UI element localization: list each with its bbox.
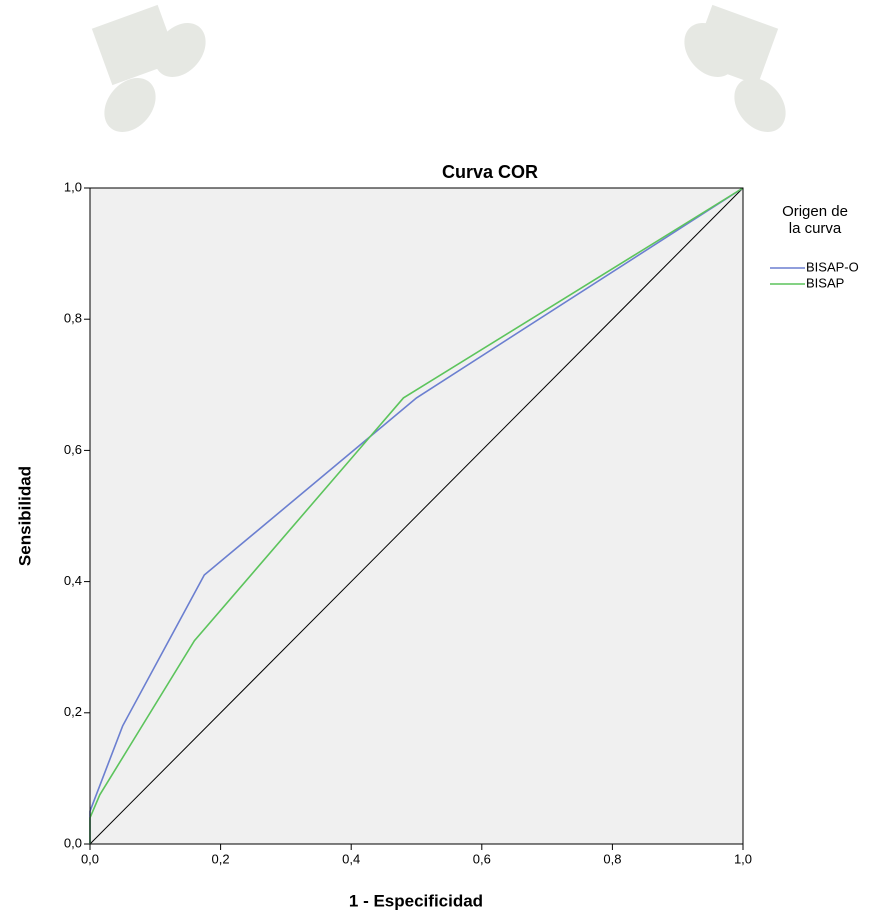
- x-tick-label: 0,0: [81, 851, 99, 866]
- watermark: [91, 4, 786, 132]
- legend-title: Origen de la curva: [782, 203, 848, 237]
- x-tick-label: 0,2: [212, 851, 230, 866]
- y-tick-label: 1,0: [64, 179, 82, 194]
- legend-label: BISAP: [806, 275, 844, 290]
- y-tick-label: 0,4: [64, 573, 82, 588]
- y-tick-label: 0,2: [64, 704, 82, 719]
- legend-label: BISAP-O: [806, 259, 859, 274]
- y-tick-label: 0,6: [64, 442, 82, 457]
- x-axis-label: 1 - Especificidad: [349, 891, 483, 910]
- y-tick-label: 0,8: [64, 311, 82, 326]
- x-tick-label: 1,0: [734, 851, 752, 866]
- x-tick-label: 0,6: [473, 851, 491, 866]
- chart-title: Curva COR: [442, 162, 538, 182]
- x-tick-label: 0,4: [342, 851, 360, 866]
- plot-border: [89, 187, 744, 845]
- reference-line: [89, 187, 744, 845]
- y-axis-label: Sensibilidad: [15, 466, 34, 566]
- x-tick-label: 0,8: [603, 851, 621, 866]
- y-tick-label: 0,0: [64, 835, 82, 850]
